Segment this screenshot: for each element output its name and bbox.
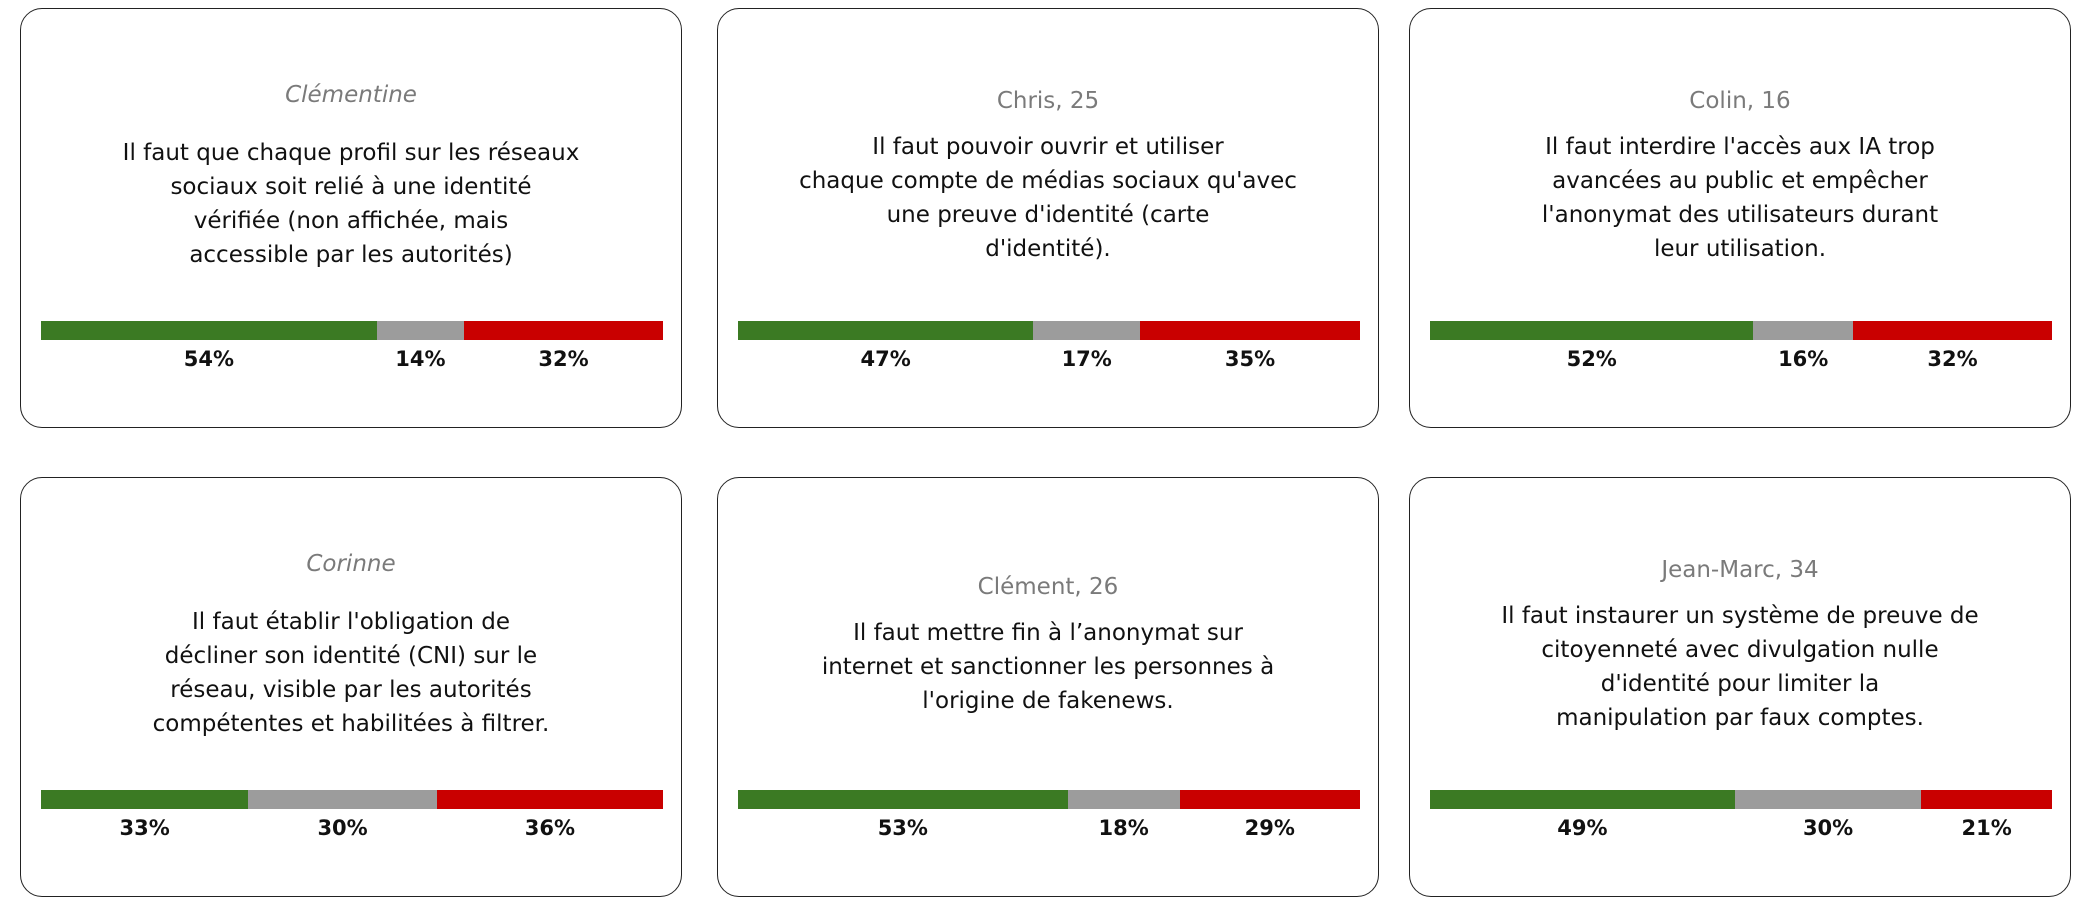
bar-segment [248,790,437,809]
bar-segment [1430,790,1735,809]
quote-line: Il faut établir l'obligation de [192,608,510,635]
quote-line: Il faut instaurer un système de preuve d… [1501,602,1979,629]
quote-line: d'identité). [985,235,1111,262]
bar-segment [1430,321,1754,340]
bar-segment [376,321,464,340]
stacked-bar [41,790,663,809]
percent-label: 21% [1961,816,2012,840]
stacked-bar [738,321,1361,340]
author-name: Jean-Marc, 34 [1661,556,1819,583]
stacked-bar [738,790,1360,809]
bar-labels: 53% 18% 29% [738,816,1360,840]
percent-label: 30% [317,816,368,840]
bar-segment [738,790,1068,809]
bar-segment [1067,790,1180,809]
quote-line: l'anonymat des utilisateurs durant [1541,201,1939,228]
bar-segment [1921,790,2052,809]
stacked-bar [1430,790,2052,809]
bar-segment [463,321,663,340]
opinion-card: Chris, 25 Il faut pouvoir ouvrir et utili… [717,8,1379,428]
bar-segment [1033,321,1141,340]
card-header: Chris, 25 Il faut pouvoir ouvrir et utili… [728,49,1368,304]
card-header: Corinne Il faut établir l'obligation de dé… [31,518,671,773]
percent-label: 52% [1566,347,1617,371]
percent-label: 30% [1802,816,1854,840]
percent-label: 35% [1224,347,1276,371]
card-header: Jean-Marc, 34 Il faut instaurer un systèm… [1420,518,2060,773]
opinion-card: Colin, 16 Il faut interdire l'accès aux I… [1409,8,2071,428]
percent-label: 32% [538,347,589,371]
author-name: Chris, 25 [996,87,1100,114]
bar-labels: 52% 16% 32% [1430,347,2052,371]
stacked-bar [1430,321,2052,340]
stacked-bar [41,321,663,340]
card-header: Clément, 26 Il faut mettre fin à l’anonym… [728,518,1368,773]
quote-line: Il faut pouvoir ouvrir et utiliser [872,133,1224,160]
percent-label: 54% [183,347,235,371]
percent-label: 16% [1778,347,1829,371]
author-name: Colin, 16 [1689,87,1791,114]
quote-line: leur utilisation. [1653,235,1827,262]
bar-segment [1179,790,1360,809]
quote-line: réseau, visible par les autorités [170,676,532,703]
percent-label: 29% [1244,816,1295,840]
bar-segment [1734,790,1922,809]
percent-label: 18% [1098,816,1149,840]
quote-line: décliner son identité (CNI) sur le [164,642,538,669]
card-header: Clémentine Il faut que chaque profil sur … [31,49,671,304]
author-name: Clémentine [285,81,417,108]
opinion-card: Corinne Il faut établir l'obligation de dé… [20,477,682,897]
quote-line: Il faut interdire l'accès aux IA trop [1545,133,1935,160]
percent-label: 17% [1061,347,1112,371]
percent-label: 47% [860,347,911,371]
author-name: Corinne [306,550,396,577]
quote-line: chaque compte de médias sociaux qu'avec [799,167,1297,194]
quote-line: sociaux soit relié à une identité [170,173,532,200]
percent-label: 53% [877,816,928,840]
opinion-card: Jean-Marc, 34 Il faut instaurer un systèm… [1409,477,2071,897]
percent-label: 49% [1557,816,1608,840]
bar-labels: 49% 30% 21% [1430,816,2052,840]
bar-segment [41,321,377,340]
bar-labels: 47% 17% 35% [738,347,1360,371]
percent-label: 36% [524,816,576,840]
quote-line: compétentes et habilitées à filtrer. [152,710,550,737]
author-name: Clément, 26 [977,573,1119,600]
quote-line: internet et sanctionner les personnes à [821,653,1275,680]
bar-segment [436,790,663,809]
bar-segment [1753,321,1853,340]
quote-line: manipulation par faux comptes. [1556,704,1924,731]
bar-segment [738,321,1034,340]
card-header: Colin, 16 Il faut interdire l'accès aux I… [1420,49,2060,304]
quote-line: l'origine de fakenews. [922,687,1174,714]
bar-segment [1852,321,2052,340]
quote-line: d'identité pour limiter la [1600,670,1880,697]
quote-line: Il faut que chaque profil sur les réseau… [122,139,580,166]
quote-line: vérifiée (non affichée, mais [193,207,509,234]
bar-labels: 54% 14% 32% [41,347,663,371]
percent-label: 14% [395,347,446,371]
opinion-card: Clément, 26 Il faut mettre fin à l’anonym… [717,477,1379,897]
quote-line: une preuve d'identité (carte [886,201,1210,228]
opinion-card: Clémentine Il faut que chaque profil sur … [20,8,682,428]
quote-line: citoyenneté avec divulgation nulle [1541,636,1939,663]
bar-segment [1140,321,1361,340]
quote-line: Il faut mettre fin à l’anonymat sur [853,619,1243,646]
percent-label: 32% [1927,347,1978,371]
quote-line: avancées au public et empêcher [1552,167,1928,194]
percent-label: 33% [119,816,170,840]
bar-segment [41,790,249,809]
bar-labels: 33% 30% 36% [41,816,663,840]
quote-line: accessible par les autorités) [189,241,513,268]
